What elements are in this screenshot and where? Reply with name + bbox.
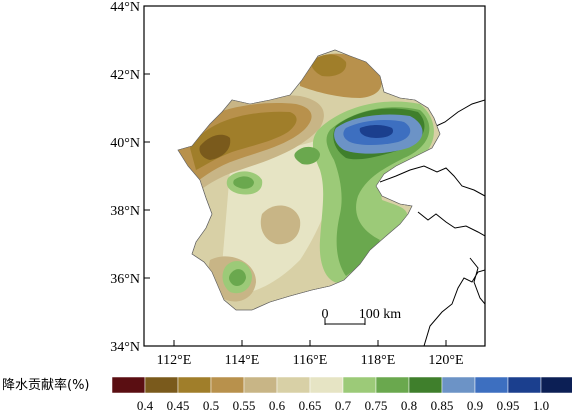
- legend-swatch: [375, 376, 410, 394]
- legend-label: 1.0: [533, 398, 549, 412]
- contour-band-0.6-center: [260, 205, 301, 245]
- lat-label: 34°N: [110, 340, 140, 355]
- legend-labels: 0.4 0.45 0.5 0.55 0.6 0.65 0.7 0.75 0.8 0.85 0.9 0.…: [137, 398, 549, 412]
- contour-band-0.5-north: [311, 54, 347, 77]
- legend-swatch: [243, 376, 278, 394]
- coastline-outline: [379, 99, 485, 346]
- legend-label: 0.6: [269, 398, 286, 412]
- legend-swatch: [309, 376, 344, 394]
- legend-swatch: [210, 376, 245, 394]
- legend-swatch: [276, 376, 311, 394]
- legend-label: 0.5: [203, 398, 219, 412]
- legend-label: 0.65: [299, 398, 322, 412]
- legend-swatch: [111, 376, 146, 394]
- legend-label: 0.85: [431, 398, 454, 412]
- scale-bar-start-label: 0: [322, 307, 329, 322]
- legend-label: 0.7: [335, 398, 352, 412]
- lat-label: 44°N: [110, 0, 140, 15]
- legend-label: 0.75: [365, 398, 388, 412]
- legend: 降水贡献率(%) 0.4 0.45 0.5 0.55 0.6 0.65 0.7 0.75 0.8…: [2, 376, 572, 412]
- legend-swatch: [441, 376, 476, 394]
- lon-label: 112°E: [157, 353, 192, 368]
- legend-swatch: [177, 376, 212, 394]
- legend-swatch: [408, 376, 443, 394]
- lat-label: 38°N: [110, 204, 140, 219]
- lon-ticks: [173, 340, 447, 346]
- contour-patch-38.8N-inner: [233, 176, 254, 189]
- legend-label: 0.55: [233, 398, 256, 412]
- lon-label: 114°E: [225, 353, 260, 368]
- legend-label: 0.9: [467, 398, 483, 412]
- legend-label: 0.4: [137, 398, 154, 412]
- lon-label: 120°E: [428, 353, 463, 368]
- legend-swatch: [474, 376, 509, 394]
- lon-label: 118°E: [361, 353, 396, 368]
- legend-swatch: [540, 376, 572, 394]
- legend-swatch: [144, 376, 179, 394]
- scale-bar: 0 100 km: [322, 307, 402, 325]
- legend-swatch: [507, 376, 542, 394]
- contour-band-1.0-core: [359, 125, 394, 138]
- legend-swatch: [342, 376, 377, 394]
- contour-patch-39.6N: [294, 146, 320, 165]
- legend-label: 0.8: [401, 398, 417, 412]
- lon-label: 116°E: [293, 353, 328, 368]
- lat-label: 36°N: [110, 272, 140, 287]
- scale-bar-end-label: 100 km: [359, 307, 402, 322]
- legend-title: 降水贡献率(%): [2, 377, 90, 393]
- legend-label: 0.95: [497, 398, 520, 412]
- region-outline: [177, 49, 441, 311]
- lat-label: 42°N: [110, 68, 140, 83]
- contour-patch-36N-inner: [229, 269, 246, 286]
- legend-swatches: [111, 376, 572, 394]
- legend-label: 0.45: [167, 398, 190, 412]
- lat-ticks: [144, 5, 150, 347]
- lat-label: 40°N: [110, 136, 140, 151]
- contour-band-0.45-nw: [199, 134, 231, 160]
